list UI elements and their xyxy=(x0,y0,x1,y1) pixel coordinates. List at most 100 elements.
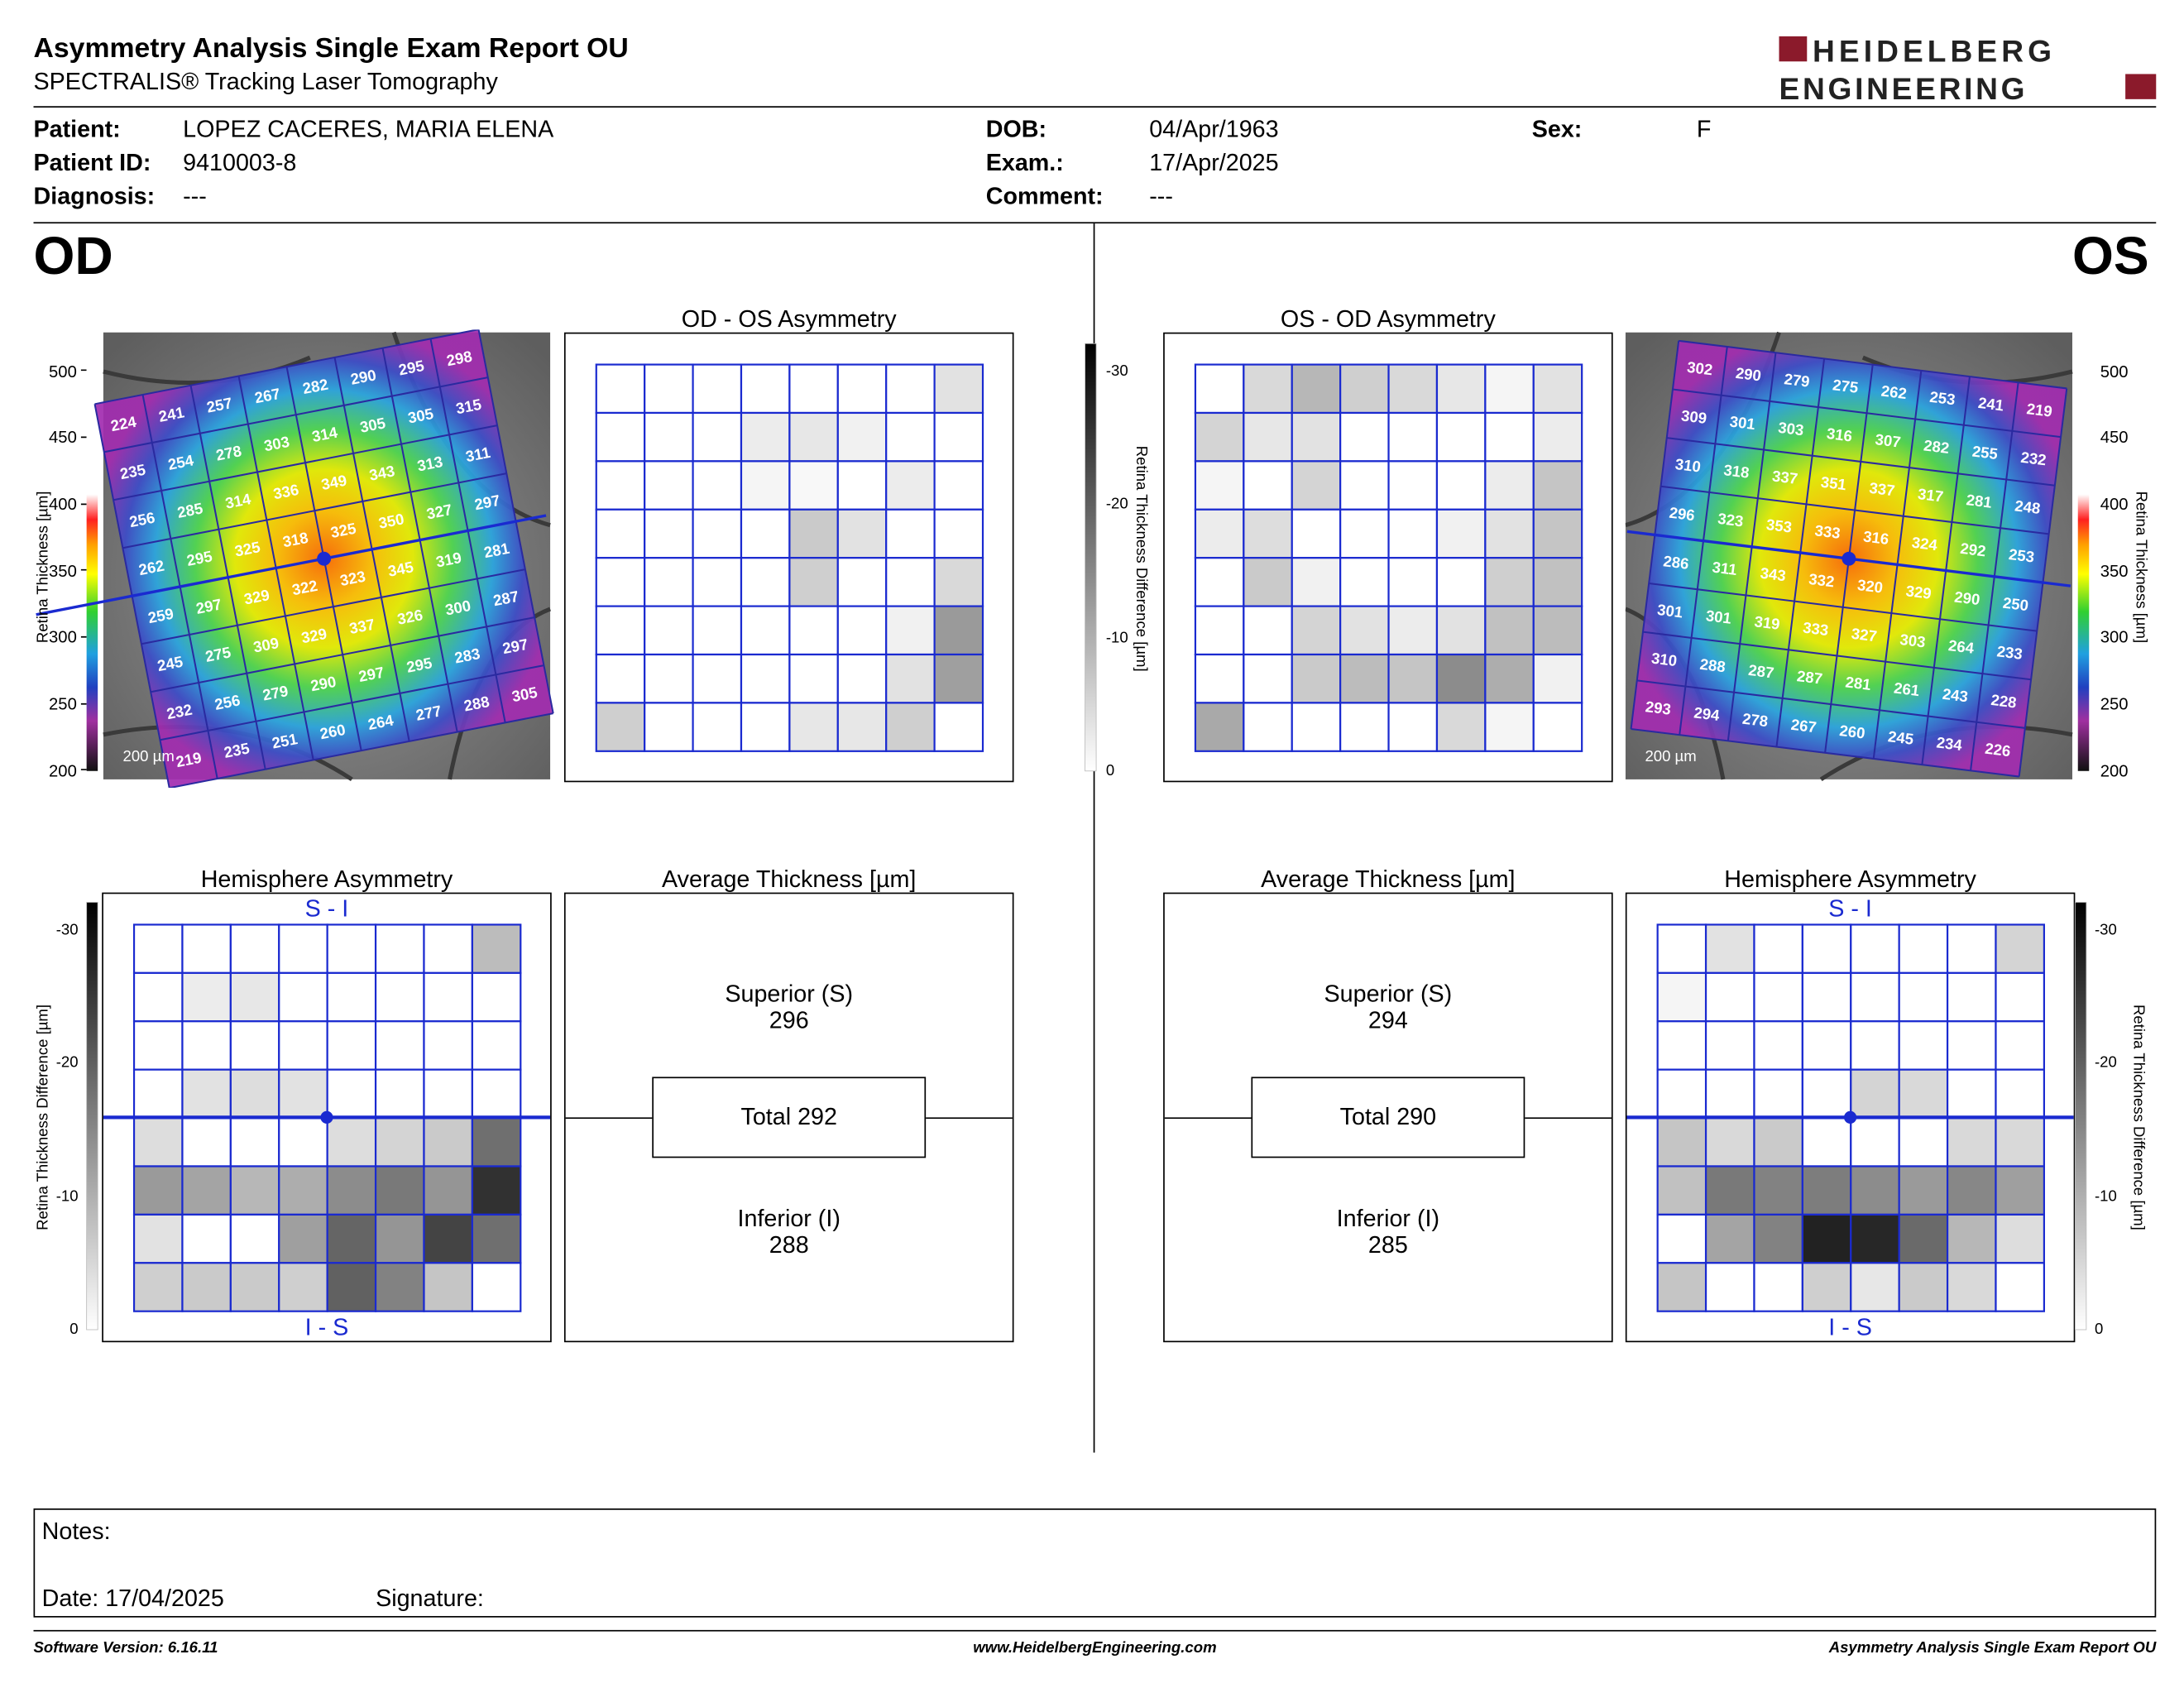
asym-diff-tick: -30 xyxy=(1106,362,1128,379)
od-hemi-cell xyxy=(471,923,522,974)
os-thickness-tick: 350 xyxy=(2100,563,2129,581)
os-thickness-value: 234 xyxy=(1936,733,1964,754)
od-hemi-cell xyxy=(471,1213,522,1264)
os-thickness-value: 332 xyxy=(1808,570,1835,591)
od-asym-cell xyxy=(692,702,743,752)
od-hemi-cell xyxy=(326,923,377,974)
os-asym-cell xyxy=(1339,460,1390,511)
od-hemi-cell xyxy=(423,1213,473,1264)
os-hemi-cell xyxy=(1995,1020,2045,1071)
os-asym-cell xyxy=(1387,557,1439,607)
od-hemi-colorbar: -30 -20 -10 0 Retina Thickness Differenc… xyxy=(33,902,98,1337)
report-name-footer: Asymmetry Analysis Single Exam Report OU xyxy=(1828,1639,2157,1657)
os-asym-cell xyxy=(1243,508,1293,559)
od-asym-cell xyxy=(692,605,743,656)
os-asym-cell xyxy=(1387,702,1439,752)
os-hemi-cell xyxy=(1946,1262,1997,1312)
header-divider xyxy=(33,106,2157,108)
os-hemi-diff-tick: -20 xyxy=(2095,1053,2117,1071)
od-hemi-cell xyxy=(181,1116,232,1168)
os-hemi-cell xyxy=(1850,1262,1900,1312)
diagnosis-label: Diagnosis: xyxy=(33,183,156,210)
od-hemi-cell xyxy=(229,1020,280,1071)
os-thickness-value: 281 xyxy=(1966,491,1993,511)
os-asym-cell xyxy=(1484,605,1535,656)
od-hemi-cell xyxy=(423,1262,473,1312)
os-thickness-value: 243 xyxy=(1942,685,1969,706)
od-hemi-cell xyxy=(471,1165,522,1216)
os-superior-value: 294 xyxy=(1367,1007,1408,1034)
os-asym-cell xyxy=(1194,557,1245,607)
od-hemi-panel: S - I I - S xyxy=(102,892,552,1343)
od-total-box: Total 292 xyxy=(652,1077,927,1158)
od-hemi-cell xyxy=(326,1116,377,1168)
sex-value: F xyxy=(1696,116,1712,143)
os-asym-cell xyxy=(1484,653,1535,704)
os-hemi-cell xyxy=(1753,971,1803,1023)
os-asym-cell xyxy=(1194,605,1245,656)
od-hemi-diff-tick: 0 xyxy=(69,1320,78,1337)
od-hemi-cell xyxy=(132,1165,184,1216)
od-label: OD xyxy=(33,228,113,287)
os-thickness-tick: 500 xyxy=(2100,363,2129,381)
od-asym-cell xyxy=(788,605,839,656)
od-asym-cell xyxy=(788,508,839,559)
os-hemi-cell xyxy=(1801,1165,1852,1216)
os-asym-cell xyxy=(1243,557,1293,607)
os-asym-cell xyxy=(1243,605,1293,656)
os-hemi-cell xyxy=(1995,1116,2045,1168)
os-hemi-cell xyxy=(1850,1116,1900,1168)
os-hemi-cell xyxy=(1704,1068,1755,1120)
os-asym-cell xyxy=(1484,702,1535,752)
od-asym-cell xyxy=(595,508,646,559)
os-hemi-panel: S - I I - S xyxy=(1625,892,2076,1343)
od-asym-cell xyxy=(692,460,743,511)
os-asym-cell xyxy=(1435,460,1487,511)
os-thickness-value: 294 xyxy=(1693,703,1721,724)
os-asym-cell xyxy=(1339,557,1390,607)
heidelberg-logo: HEIDELBERG ENGINEERING xyxy=(1779,33,2157,103)
od-asym-cell xyxy=(644,702,694,752)
od-asym-cell xyxy=(692,363,743,415)
od-hemi-cell xyxy=(278,1213,328,1264)
od-inferior-value: 288 xyxy=(769,1231,809,1259)
patient-id-value: 9410003-8 xyxy=(183,149,297,176)
od-hemi-cell xyxy=(278,1020,328,1071)
od-asym-cell xyxy=(836,702,888,752)
os-thickness-colorbar xyxy=(2077,352,2090,771)
os-inferior-label: Inferior (I) xyxy=(1336,1205,1440,1232)
os-thickness-value: 353 xyxy=(1765,516,1793,536)
os-asym-cell xyxy=(1387,411,1439,463)
os-thickness-value: 288 xyxy=(1699,655,1727,676)
os-thickness-value: 262 xyxy=(1880,382,1908,403)
os-thickness-tick: 300 xyxy=(2100,628,2129,646)
os-asym-cell xyxy=(1484,363,1535,415)
od-asym-cell xyxy=(788,557,839,607)
website: www.HeidelbergEngineering.com xyxy=(973,1639,1217,1657)
od-asym-title: OD - OS Asymmetry xyxy=(681,305,897,333)
od-hemi-cell xyxy=(326,1165,377,1216)
comment-label: Comment: xyxy=(985,183,1104,210)
os-asym-cell xyxy=(1291,363,1342,415)
os-fovea-marker xyxy=(1842,551,1856,566)
od-asym-cell xyxy=(933,411,984,463)
os-asym-cell xyxy=(1243,363,1293,415)
os-hemi-cell xyxy=(1995,1213,2045,1264)
od-asym-cell xyxy=(644,605,694,656)
os-asym-cell xyxy=(1532,363,1583,415)
os-asym-panel xyxy=(1163,332,1613,783)
os-hemi-cell xyxy=(1995,1068,2045,1120)
os-thickness-value: 278 xyxy=(1741,710,1769,731)
od-asym-cell xyxy=(595,605,646,656)
footer-divider xyxy=(33,1629,2157,1632)
od-hemi-cell xyxy=(471,971,522,1023)
od-hemi-cell xyxy=(229,1068,280,1120)
od-asym-cell xyxy=(595,702,646,752)
od-hemi-cell xyxy=(278,1068,328,1120)
os-hemi-cell xyxy=(1704,923,1755,974)
od-hemi-cell xyxy=(471,1116,522,1168)
os-thickness-tick: 450 xyxy=(2100,429,2129,447)
os-hemi-center-marker xyxy=(1844,1110,1857,1124)
os-hemi-cell xyxy=(1995,1262,2045,1312)
od-hemi-cell xyxy=(326,971,377,1023)
